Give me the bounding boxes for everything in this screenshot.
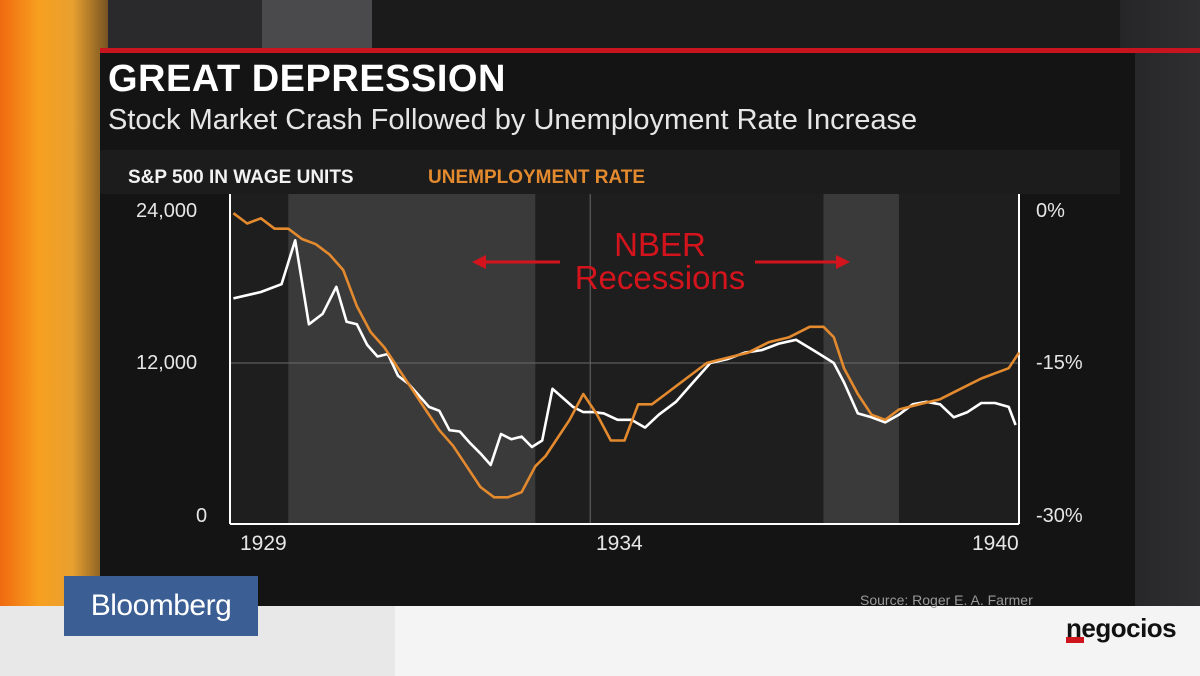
legend-unemployment: UNEMPLOYMENT RATE bbox=[428, 167, 646, 188]
annotation-nber: NBER bbox=[614, 226, 706, 263]
chart-title: GREAT DEPRESSION bbox=[108, 58, 506, 100]
unemployment-line bbox=[232, 212, 1021, 499]
background-left-gradient bbox=[0, 0, 112, 606]
source-note: Source: Roger E. A. Farmer bbox=[860, 592, 1033, 608]
annotation-arrow-right-head bbox=[836, 255, 850, 269]
left-axis-tick-mid: 12,000 bbox=[136, 352, 198, 374]
x-axis-tick-1940: 1940 bbox=[972, 532, 1019, 555]
x-axis-tick-1929: 1929 bbox=[240, 532, 287, 555]
background-top-strip-light bbox=[262, 0, 372, 50]
chart-subtitle: Stock Market Crash Followed by Unemploym… bbox=[108, 104, 918, 136]
bloomberg-logo: Bloomberg bbox=[64, 576, 258, 636]
left-axis-tick-top: 24,000 bbox=[136, 200, 198, 222]
right-axis-tick-top: 0% bbox=[1036, 200, 1065, 222]
right-axis-tick-bottom: -30% bbox=[1036, 505, 1083, 527]
left-axis-tick-bottom: 0 bbox=[196, 505, 208, 527]
recession-band-1 bbox=[288, 194, 536, 524]
annotation-recessions: Recessions bbox=[575, 259, 746, 296]
negocios-logo-mark bbox=[1066, 637, 1084, 643]
right-axis-tick-mid: -15% bbox=[1036, 352, 1083, 374]
sp500-line bbox=[233, 239, 1017, 467]
legend-sp500: S&P 500 IN WAGE UNITS bbox=[128, 167, 354, 188]
accent-line bbox=[100, 48, 1200, 53]
legend-bar bbox=[100, 150, 1120, 194]
x-axis-tick-1934: 1934 bbox=[596, 532, 643, 555]
negocios-logo: negocios bbox=[1066, 613, 1177, 643]
recession-band-2 bbox=[823, 194, 899, 524]
annotation-arrow-left-head bbox=[472, 255, 486, 269]
background-top-strip bbox=[108, 0, 268, 50]
